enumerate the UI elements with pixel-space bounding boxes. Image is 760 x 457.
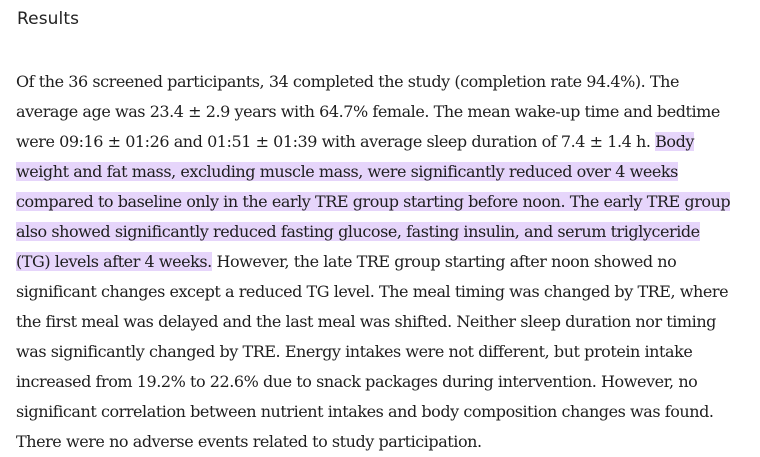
paragraph-line: significant changes except a reduced TG …	[16, 277, 730, 307]
text-segment[interactable]: There were no adverse events related to …	[16, 432, 482, 451]
paragraph-line: There were no adverse events related to …	[16, 427, 730, 457]
paragraph-line: average age was 23.4 ± 2.9 years with 64…	[16, 97, 730, 127]
text-segment[interactable]: were 09:16 ± 01:26 and 01:51 ± 01:39 wit…	[16, 132, 656, 151]
highlighted-text[interactable]: weight and fat mass, excluding muscle ma…	[16, 162, 678, 181]
text-segment[interactable]: was significantly changed by TRE. Energy…	[16, 342, 693, 361]
paragraph-line: (TG) levels after 4 weeks. However, the …	[16, 247, 730, 277]
results-paragraph[interactable]: Of the 36 screened participants, 34 comp…	[16, 67, 731, 457]
highlighted-text[interactable]: Body	[655, 132, 694, 151]
paragraph-line: was significantly changed by TRE. Energy…	[16, 337, 730, 367]
highlighted-text[interactable]: (TG) levels after 4 weeks.	[16, 252, 212, 271]
paragraph-line: increased from 19.2% to 22.6% due to sna…	[16, 367, 730, 397]
paragraph-line: weight and fat mass, excluding muscle ma…	[16, 157, 730, 187]
paragraph-line: also showed significantly reduced fastin…	[16, 217, 730, 247]
paragraph-line: significant correlation between nutrient…	[16, 397, 730, 427]
text-segment[interactable]: However, the late TRE group starting aft…	[211, 252, 677, 271]
paragraph-line: Of the 36 screened participants, 34 comp…	[16, 67, 730, 97]
text-segment[interactable]: significant correlation between nutrient…	[16, 402, 714, 421]
text-segment[interactable]: Of the 36 screened participants, 34 comp…	[16, 72, 680, 91]
text-segment[interactable]: the first meal was delayed and the last …	[16, 312, 716, 331]
text-segment[interactable]: average age was 23.4 ± 2.9 years with 64…	[16, 102, 720, 121]
section-heading: Results	[17, 9, 80, 29]
paragraph-line: compared to baseline only in the early T…	[16, 187, 731, 217]
text-segment[interactable]: significant changes except a reduced TG …	[16, 282, 729, 301]
paragraph-line: were 09:16 ± 01:26 and 01:51 ± 01:39 wit…	[16, 127, 730, 157]
paragraph-line: the first meal was delayed and the last …	[16, 307, 730, 337]
highlighted-text[interactable]: also showed significantly reduced fastin…	[16, 222, 700, 241]
highlighted-text[interactable]: compared to baseline only in the early T…	[16, 192, 731, 211]
text-segment[interactable]: increased from 19.2% to 22.6% due to sna…	[16, 372, 698, 391]
